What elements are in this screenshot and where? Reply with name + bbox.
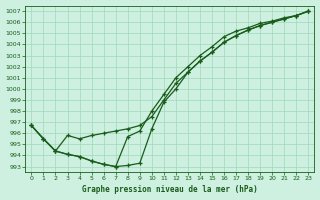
X-axis label: Graphe pression niveau de la mer (hPa): Graphe pression niveau de la mer (hPa): [82, 185, 258, 194]
